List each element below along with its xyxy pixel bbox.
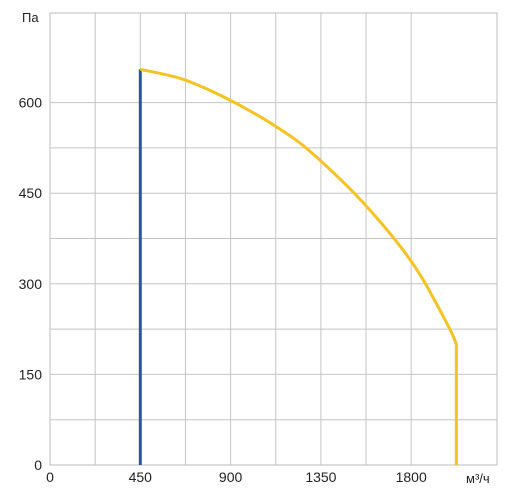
x-tick-label: 450 [129, 469, 153, 485]
y-tick-label: 600 [19, 95, 43, 111]
series-group [138, 67, 458, 465]
grid [49, 12, 498, 466]
series-line-2 [139, 67, 458, 465]
y-tick-label: 150 [19, 366, 43, 382]
y-tick-label: 300 [19, 276, 43, 292]
y-axis-label: Па [22, 10, 39, 25]
x-tick-label: 0 [46, 469, 54, 485]
x-tick-label: 1350 [305, 469, 336, 485]
x-tick-label: 1800 [396, 469, 427, 485]
x-axis-label: м³/ч [466, 471, 490, 486]
y-tick-label: 0 [34, 457, 42, 473]
tick-labels: 0 450 900 1350 1800 0 150 300 450 600 [19, 95, 427, 485]
y-tick-label: 450 [19, 185, 43, 201]
x-tick-label: 900 [219, 469, 243, 485]
